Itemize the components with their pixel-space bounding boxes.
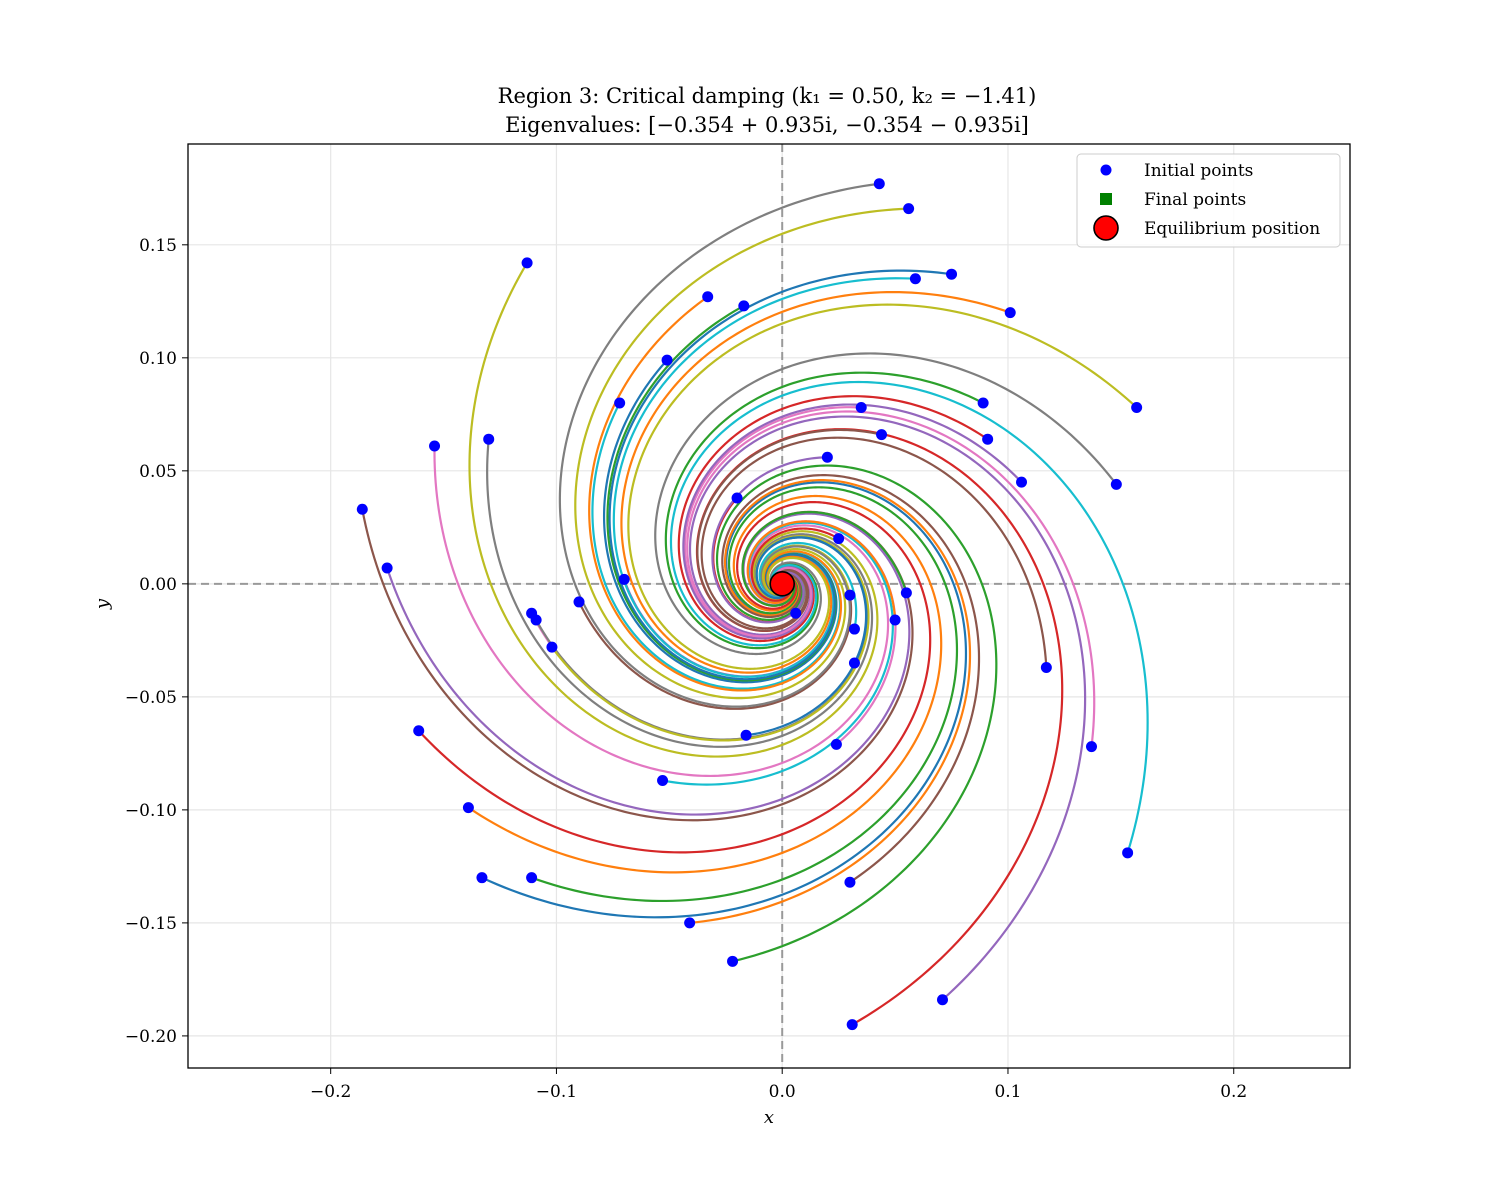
legend-label-final: Final points xyxy=(1144,190,1246,210)
initial-point xyxy=(900,587,912,599)
initial-point xyxy=(618,573,630,585)
initial-point xyxy=(740,729,752,741)
initial-point xyxy=(731,492,743,504)
legend-marker-initial xyxy=(1100,164,1112,176)
initial-point xyxy=(846,1019,858,1031)
initial-point xyxy=(727,955,739,967)
initial-point xyxy=(476,872,488,884)
legend: Initial points Final points Equilibrium … xyxy=(1076,153,1341,248)
equilibrium-marker xyxy=(769,571,796,597)
initial-point xyxy=(381,562,393,574)
initial-point xyxy=(889,614,901,626)
initial-point xyxy=(356,503,368,515)
initial-point xyxy=(855,402,867,414)
initial-point xyxy=(429,440,441,452)
legend-label-equilibrium: Equilibrium position xyxy=(1144,219,1320,239)
equilibrium-group xyxy=(769,571,796,597)
initial-point xyxy=(909,273,921,285)
initial-point xyxy=(790,607,802,619)
initial-point xyxy=(1004,307,1016,319)
legend-marker-final xyxy=(1100,193,1112,205)
initial-point xyxy=(946,268,958,280)
initial-point xyxy=(844,589,856,601)
initial-point xyxy=(462,802,474,814)
y-tick-label: 0.00 xyxy=(139,575,177,595)
initial-point xyxy=(1040,661,1052,673)
trajectory-line xyxy=(664,371,984,650)
initial-point xyxy=(413,725,425,737)
initial-point xyxy=(903,203,915,215)
initial-point xyxy=(873,178,885,190)
initial-point xyxy=(1131,402,1143,414)
x-axis-label: x xyxy=(764,1107,774,1128)
initial-point xyxy=(614,397,626,409)
chart-title: Region 3: Critical damping (k₁ = 0.50, k… xyxy=(498,84,1037,108)
y-tick-label: −0.10 xyxy=(125,801,177,821)
x-axis-ticks: −0.2 −0.1 0.0 0.1 0.2 xyxy=(310,1068,1247,1102)
plot-frame xyxy=(187,143,1351,1069)
x-tick-label: 0.2 xyxy=(1220,1082,1247,1102)
initial-point xyxy=(546,641,558,653)
y-tick-label: −0.05 xyxy=(125,688,177,708)
y-tick-label: −0.20 xyxy=(125,1027,177,1047)
initial-point xyxy=(738,300,750,312)
x-tick-label: −0.1 xyxy=(536,1082,577,1102)
y-axis-ticks: −0.20 −0.15 −0.10 −0.05 0.00 0.05 0.10 0.15 xyxy=(125,236,188,1047)
legend-box xyxy=(1076,153,1341,248)
chart-subtitle: Eigenvalues: [−0.354 + 0.935i, −0.354 − … xyxy=(505,113,1029,137)
initial-point xyxy=(830,738,842,750)
initial-point xyxy=(1016,476,1028,488)
initial-point xyxy=(657,774,669,786)
initial-point xyxy=(1110,478,1122,490)
initial-point xyxy=(821,451,833,463)
x-tick-label: −0.2 xyxy=(310,1082,351,1102)
initial-points xyxy=(356,178,1143,1031)
x-tick-label: 0.0 xyxy=(769,1082,796,1102)
initial-point xyxy=(848,623,860,635)
y-tick-label: −0.15 xyxy=(125,914,177,934)
initial-point xyxy=(526,872,538,884)
initial-point xyxy=(977,397,989,409)
initial-point xyxy=(661,354,673,366)
initial-point xyxy=(1122,847,1134,859)
legend-marker-equilibrium xyxy=(1093,215,1119,241)
initial-point xyxy=(702,291,714,303)
y-tick-label: 0.10 xyxy=(139,349,177,369)
initial-point xyxy=(876,429,888,441)
initial-point xyxy=(833,533,845,545)
initial-point xyxy=(530,614,542,626)
trajectories xyxy=(361,182,1149,1026)
initial-point xyxy=(848,657,860,669)
initial-point xyxy=(684,917,696,929)
initial-point xyxy=(521,257,533,269)
initial-point xyxy=(982,433,994,445)
initial-point xyxy=(573,596,585,608)
y-tick-label: 0.15 xyxy=(139,236,177,256)
initial-point xyxy=(936,994,948,1006)
initial-point xyxy=(844,876,856,888)
y-axis-label: y xyxy=(92,598,113,610)
initial-point xyxy=(483,433,495,445)
initial-point xyxy=(1086,741,1098,753)
legend-label-initial: Initial points xyxy=(1144,161,1253,181)
y-tick-label: 0.05 xyxy=(139,462,177,482)
x-tick-label: 0.1 xyxy=(994,1082,1021,1102)
